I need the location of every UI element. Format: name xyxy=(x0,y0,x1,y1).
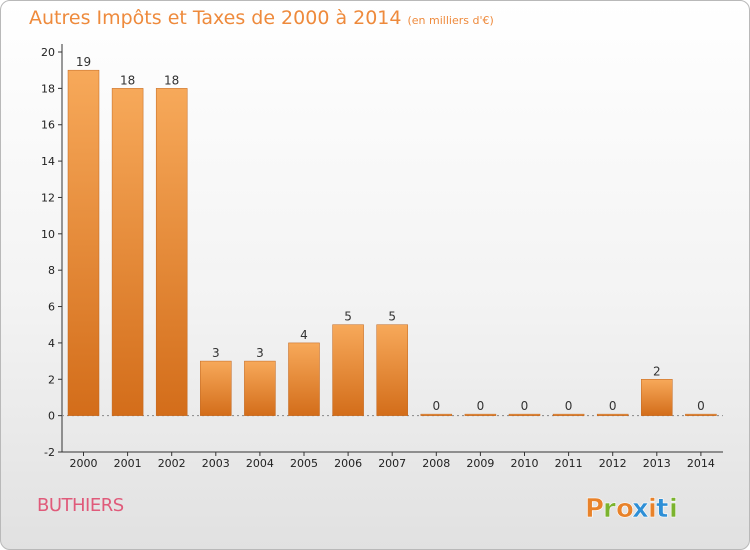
bar-2001 xyxy=(111,88,144,416)
x-tick-label-2013: 2013 xyxy=(643,457,671,470)
y-tick-label: 14 xyxy=(41,155,55,168)
data-label-2012: 0 xyxy=(609,399,617,413)
x-tick-label-2001: 2001 xyxy=(114,457,142,470)
data-label-2001: 18 xyxy=(120,73,135,87)
chart-subtitle: (en milliers d'€) xyxy=(407,14,494,27)
x-tick-label-2007: 2007 xyxy=(378,457,406,470)
x-tick-label-2002: 2002 xyxy=(158,457,186,470)
data-label-2002: 18 xyxy=(164,73,179,87)
bar-2005 xyxy=(288,342,320,416)
data-label-2014: 0 xyxy=(697,399,705,413)
data-label-2007: 5 xyxy=(388,310,396,324)
bar-2010 xyxy=(508,413,541,416)
logo-letter: i xyxy=(669,494,678,524)
x-tick-label-2005: 2005 xyxy=(290,457,318,470)
bar-2006 xyxy=(332,324,364,416)
proxiti-logo: Pr ox i t i xyxy=(585,494,679,525)
logo-letter: x xyxy=(632,494,649,524)
data-label-2003: 3 xyxy=(212,346,220,360)
bar-2013 xyxy=(641,379,673,416)
logo-letter: t xyxy=(656,494,668,524)
data-label-2009: 0 xyxy=(477,399,485,413)
x-tick-label-2012: 2012 xyxy=(599,457,627,470)
bar-2011 xyxy=(552,413,585,416)
x-tick-label-2000: 2000 xyxy=(70,457,98,470)
logo-letter: P xyxy=(585,494,604,524)
commune-name: BUTHIERS xyxy=(37,495,124,516)
bar-2009 xyxy=(464,413,497,416)
bar-2007 xyxy=(376,324,408,416)
bar-2004 xyxy=(244,360,276,416)
logo-letter: r xyxy=(603,494,616,524)
bar-2000 xyxy=(67,69,100,416)
data-label-2011: 0 xyxy=(565,399,573,413)
x-tick-label-2003: 2003 xyxy=(202,457,230,470)
chart-title: Autres Impôts et Taxes de 2000 à 2014 xyxy=(29,7,402,29)
y-tick-label: 0 xyxy=(48,410,55,423)
y-tick-label: -2 xyxy=(44,446,55,459)
logo-letter: i xyxy=(648,494,657,524)
y-tick-label: 12 xyxy=(41,191,55,204)
data-label-2006: 5 xyxy=(344,310,352,324)
x-tick-label-2006: 2006 xyxy=(334,457,362,470)
bar-2008 xyxy=(420,413,453,416)
y-tick-label: 20 xyxy=(41,46,55,59)
x-tick-label-2009: 2009 xyxy=(466,457,494,470)
bar-2003 xyxy=(200,360,232,416)
data-label-2010: 0 xyxy=(521,399,529,413)
bar-2012 xyxy=(596,413,629,416)
x-tick-label-2008: 2008 xyxy=(422,457,450,470)
y-tick-label: 8 xyxy=(48,264,55,277)
x-tick-label-2014: 2014 xyxy=(687,457,715,470)
y-tick-label: 6 xyxy=(48,301,55,314)
y-tick-label: 16 xyxy=(41,119,55,132)
x-tick-label-2011: 2011 xyxy=(555,457,583,470)
chart-title-block: Autres Impôts et Taxes de 2000 à 2014 (en… xyxy=(29,7,494,29)
y-tick-label: 18 xyxy=(41,82,55,95)
bar-2014 xyxy=(685,413,717,416)
x-tick-label-2010: 2010 xyxy=(511,457,539,470)
data-label-2004: 3 xyxy=(256,346,264,360)
y-tick-label: 10 xyxy=(41,228,55,241)
data-label-2013: 2 xyxy=(653,364,661,378)
data-label-2005: 4 xyxy=(300,328,308,342)
x-tick-label-2004: 2004 xyxy=(246,457,274,470)
logo-letter: o xyxy=(616,494,634,524)
data-label-2000: 19 xyxy=(76,55,91,69)
data-label-2008: 0 xyxy=(432,399,440,413)
bar-2002 xyxy=(155,88,188,416)
y-tick-label: 4 xyxy=(48,337,55,350)
y-tick-label: 2 xyxy=(48,373,55,386)
